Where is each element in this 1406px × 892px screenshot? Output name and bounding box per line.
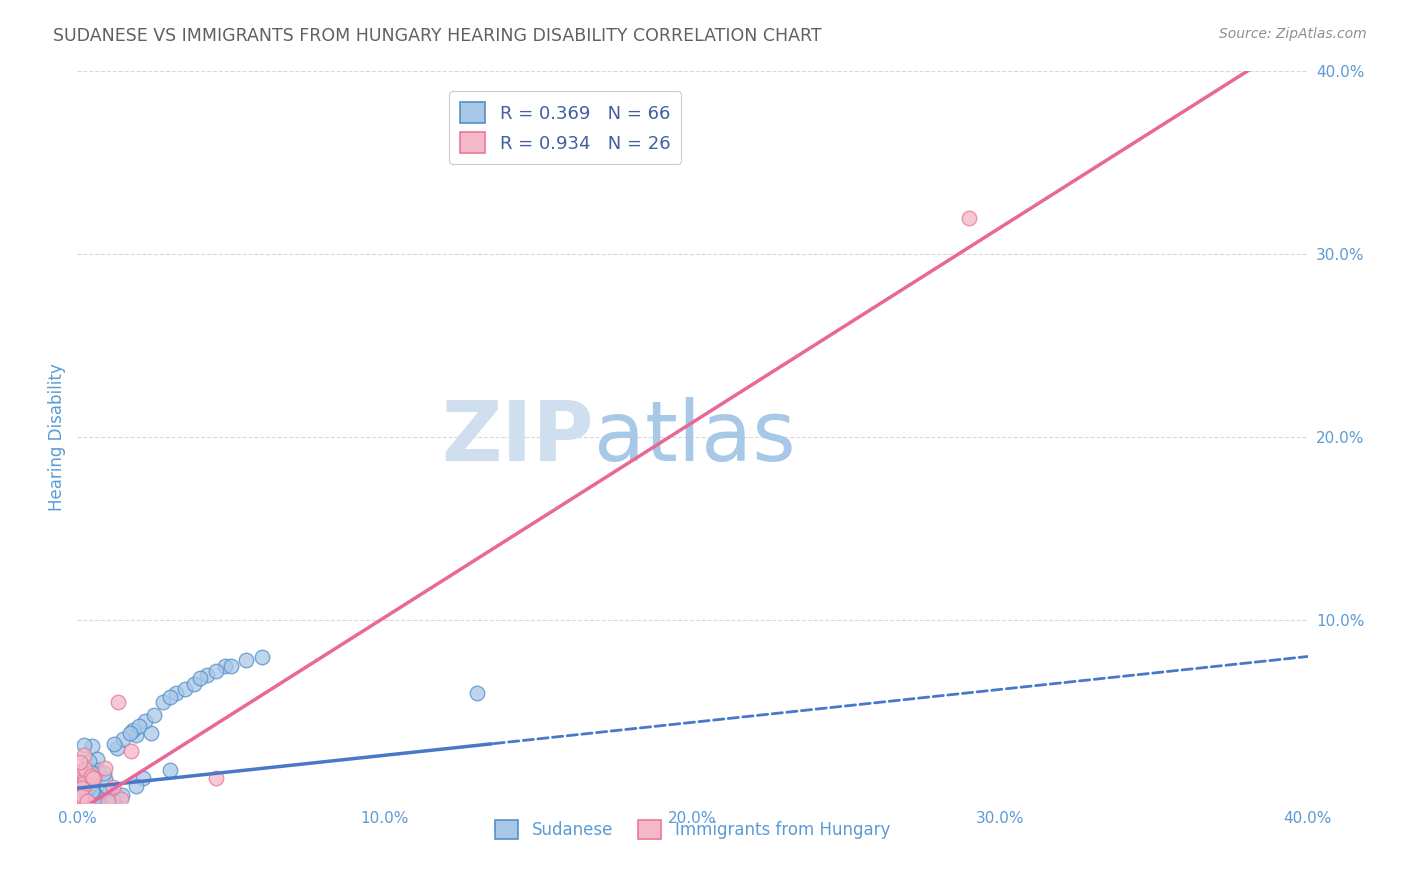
Point: [69, 789, 91, 804]
Point: [70, 766, 93, 780]
Point: [82, 784, 104, 798]
Point: [139, 725, 162, 739]
Point: [93, 762, 115, 776]
Point: [125, 728, 148, 742]
Point: [82, 764, 104, 779]
Point: [83, 771, 105, 785]
Point: [183, 677, 205, 691]
Point: [152, 695, 174, 709]
Point: [83, 774, 105, 789]
Point: [204, 664, 226, 678]
Point: [83, 785, 105, 799]
Point: [111, 788, 134, 802]
Point: [83, 794, 105, 808]
Point: [75, 778, 97, 792]
Point: [69, 755, 91, 769]
Point: [174, 682, 197, 697]
Point: [159, 690, 181, 704]
Point: [73, 781, 96, 796]
Point: [72, 781, 94, 796]
Point: [84, 789, 107, 804]
Point: [250, 649, 273, 664]
Point: [82, 794, 104, 808]
Point: [75, 764, 97, 778]
Point: [97, 794, 120, 808]
Point: [134, 714, 156, 728]
Text: atlas: atlas: [595, 397, 796, 477]
Text: SUDANESE VS IMMIGRANTS FROM HUNGARY HEARING DISABILITY CORRELATION CHART: SUDANESE VS IMMIGRANTS FROM HUNGARY HEAR…: [53, 27, 823, 45]
Point: [76, 781, 98, 796]
Point: [73, 776, 96, 790]
Point: [89, 792, 111, 806]
Point: [69, 764, 91, 778]
Point: [75, 762, 97, 776]
Point: [97, 785, 120, 799]
Point: [69, 774, 91, 789]
Point: [70, 794, 93, 808]
Point: [72, 769, 94, 783]
Point: [69, 769, 91, 783]
Point: [105, 740, 128, 755]
Point: [188, 672, 212, 686]
Point: [110, 792, 132, 806]
Point: [103, 737, 125, 751]
Point: [120, 744, 142, 758]
Point: [107, 695, 129, 709]
Point: [77, 769, 100, 783]
Point: [118, 726, 141, 740]
Point: [72, 747, 94, 762]
Point: [159, 763, 181, 777]
Point: [82, 785, 104, 799]
Point: [70, 794, 93, 808]
Point: [69, 770, 91, 784]
Point: [103, 794, 125, 808]
Point: [214, 658, 236, 673]
Point: [132, 771, 155, 785]
Point: [87, 763, 110, 777]
Point: [77, 789, 100, 803]
Point: [101, 780, 124, 795]
Point: [465, 686, 488, 700]
Point: [105, 789, 128, 803]
Point: [957, 211, 980, 225]
Point: [72, 775, 94, 789]
Point: [86, 790, 108, 805]
Point: [82, 766, 104, 780]
Point: [103, 793, 125, 807]
Y-axis label: Hearing Disability: Hearing Disability: [48, 363, 66, 511]
Point: [143, 708, 166, 723]
Point: [235, 653, 257, 667]
Point: [82, 771, 104, 785]
Point: [219, 658, 242, 673]
Point: [75, 770, 97, 784]
Point: [77, 754, 100, 768]
Point: [121, 723, 143, 737]
Point: [94, 784, 117, 798]
Point: [76, 794, 98, 808]
Point: [77, 764, 100, 779]
Point: [73, 772, 96, 787]
Point: [69, 783, 91, 797]
Point: [73, 739, 96, 753]
Point: [69, 778, 91, 792]
Point: [195, 667, 218, 681]
Text: Source: ZipAtlas.com: Source: ZipAtlas.com: [1219, 27, 1367, 41]
Point: [112, 731, 135, 746]
Point: [70, 789, 93, 803]
Point: [93, 765, 115, 780]
Legend: Sudanese, Immigrants from Hungary: Sudanese, Immigrants from Hungary: [488, 814, 897, 846]
Point: [86, 752, 108, 766]
Point: [100, 792, 122, 806]
Point: [76, 794, 98, 808]
Point: [128, 719, 150, 733]
Point: [165, 686, 187, 700]
Point: [80, 739, 103, 753]
Point: [77, 780, 100, 795]
Point: [93, 772, 115, 786]
Point: [80, 769, 103, 783]
Text: ZIP: ZIP: [441, 397, 595, 477]
Point: [125, 779, 148, 793]
Point: [204, 771, 226, 785]
